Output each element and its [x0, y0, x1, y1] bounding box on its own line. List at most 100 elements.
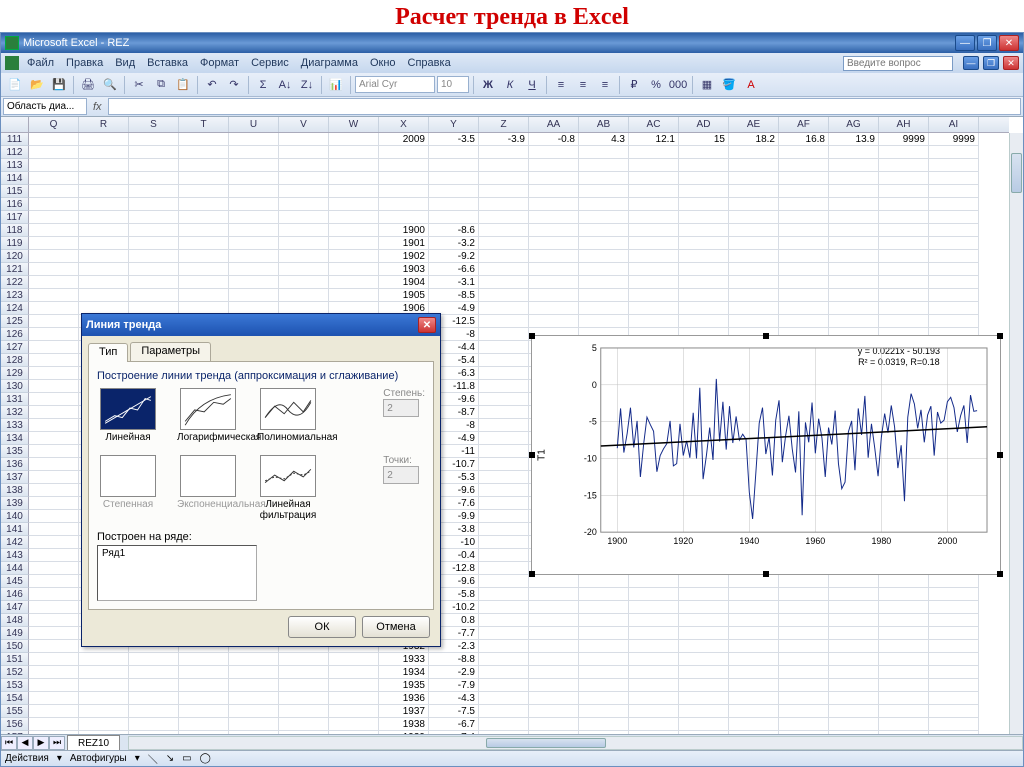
cell[interactable] — [679, 224, 729, 237]
cell[interactable] — [529, 198, 579, 211]
cell[interactable] — [879, 679, 929, 692]
cell[interactable] — [329, 250, 379, 263]
cell[interactable] — [29, 523, 79, 536]
cell[interactable] — [879, 653, 929, 666]
cell[interactable]: 13.9 — [829, 133, 879, 146]
cell[interactable] — [529, 627, 579, 640]
cell[interactable] — [29, 367, 79, 380]
cell[interactable] — [29, 432, 79, 445]
cell[interactable] — [479, 237, 529, 250]
row-header[interactable]: 120 — [1, 250, 29, 263]
cell[interactable] — [479, 640, 529, 653]
close-button[interactable]: ✕ — [999, 35, 1019, 51]
cell[interactable] — [229, 692, 279, 705]
cell[interactable] — [129, 666, 179, 679]
col-header-AI[interactable]: AI — [929, 117, 979, 132]
cell[interactable] — [779, 692, 829, 705]
cell[interactable] — [479, 432, 529, 445]
cell[interactable] — [29, 718, 79, 731]
cell[interactable] — [79, 133, 129, 146]
tab-last-button[interactable]: ⏭ — [49, 736, 65, 750]
line-icon[interactable]: ＼ — [148, 751, 158, 766]
cell[interactable] — [629, 315, 679, 328]
cell[interactable] — [229, 198, 279, 211]
row-header[interactable]: 129 — [1, 367, 29, 380]
tab-prev-button[interactable]: ◀ — [17, 736, 33, 750]
cell[interactable] — [179, 289, 229, 302]
row-header[interactable]: 127 — [1, 341, 29, 354]
cell[interactable] — [579, 666, 629, 679]
cell[interactable] — [579, 250, 629, 263]
cell[interactable] — [479, 627, 529, 640]
cell[interactable] — [179, 172, 229, 185]
open-icon[interactable]: 📂 — [27, 75, 47, 95]
col-header-V[interactable]: V — [279, 117, 329, 132]
row-header[interactable]: 138 — [1, 484, 29, 497]
cell[interactable] — [679, 718, 729, 731]
cell[interactable] — [529, 315, 579, 328]
row-header[interactable]: 117 — [1, 211, 29, 224]
cell[interactable] — [579, 224, 629, 237]
cell[interactable] — [579, 146, 629, 159]
rect-icon[interactable]: ▭ — [182, 753, 191, 764]
cell[interactable] — [779, 185, 829, 198]
row-header[interactable]: 135 — [1, 445, 29, 458]
cell[interactable] — [729, 185, 779, 198]
vertical-scrollbar[interactable] — [1009, 133, 1023, 750]
cell[interactable] — [629, 640, 679, 653]
row-header[interactable]: 128 — [1, 354, 29, 367]
cell[interactable] — [329, 289, 379, 302]
menu-диаграмма[interactable]: Диаграмма — [295, 55, 364, 71]
cell[interactable] — [29, 198, 79, 211]
col-header-U[interactable]: U — [229, 117, 279, 132]
cell[interactable] — [29, 237, 79, 250]
cell[interactable] — [79, 211, 129, 224]
cell[interactable] — [329, 146, 379, 159]
cell[interactable] — [29, 315, 79, 328]
cell[interactable] — [879, 718, 929, 731]
undo-icon[interactable]: ↶ — [202, 75, 222, 95]
autoshapes-menu[interactable]: Автофигуры — [70, 753, 127, 764]
cell[interactable] — [629, 705, 679, 718]
cell[interactable] — [29, 627, 79, 640]
cell[interactable] — [679, 666, 729, 679]
cell[interactable] — [579, 601, 629, 614]
cell[interactable] — [729, 263, 779, 276]
cell[interactable] — [479, 523, 529, 536]
row-header[interactable]: 131 — [1, 393, 29, 406]
cell[interactable] — [879, 250, 929, 263]
workbook-minimize-button[interactable]: — — [963, 56, 979, 70]
cell[interactable] — [479, 185, 529, 198]
cell[interactable] — [29, 510, 79, 523]
cell[interactable] — [729, 172, 779, 185]
cell[interactable] — [879, 640, 929, 653]
font-name-box[interactable]: Arial Cyr — [355, 76, 435, 93]
cell[interactable] — [229, 263, 279, 276]
cell[interactable] — [279, 133, 329, 146]
col-header-S[interactable]: S — [129, 117, 179, 132]
cell[interactable] — [179, 159, 229, 172]
cell[interactable] — [529, 237, 579, 250]
cell[interactable] — [779, 289, 829, 302]
cell[interactable] — [779, 627, 829, 640]
cell[interactable]: 1934 — [379, 666, 429, 679]
cell[interactable]: -0.8 — [529, 133, 579, 146]
cell[interactable] — [679, 146, 729, 159]
cell[interactable] — [329, 133, 379, 146]
cell[interactable] — [829, 315, 879, 328]
cell[interactable] — [679, 276, 729, 289]
cell[interactable] — [129, 146, 179, 159]
cell[interactable] — [229, 705, 279, 718]
cell[interactable] — [329, 653, 379, 666]
cell[interactable] — [879, 666, 929, 679]
cell[interactable] — [79, 289, 129, 302]
cell[interactable]: -4.3 — [429, 692, 479, 705]
cell[interactable] — [629, 172, 679, 185]
cell[interactable] — [829, 263, 879, 276]
cell[interactable] — [329, 159, 379, 172]
cell[interactable] — [679, 315, 729, 328]
cell[interactable] — [329, 211, 379, 224]
cell[interactable] — [629, 185, 679, 198]
cell[interactable]: -8.6 — [429, 224, 479, 237]
cell[interactable] — [79, 705, 129, 718]
